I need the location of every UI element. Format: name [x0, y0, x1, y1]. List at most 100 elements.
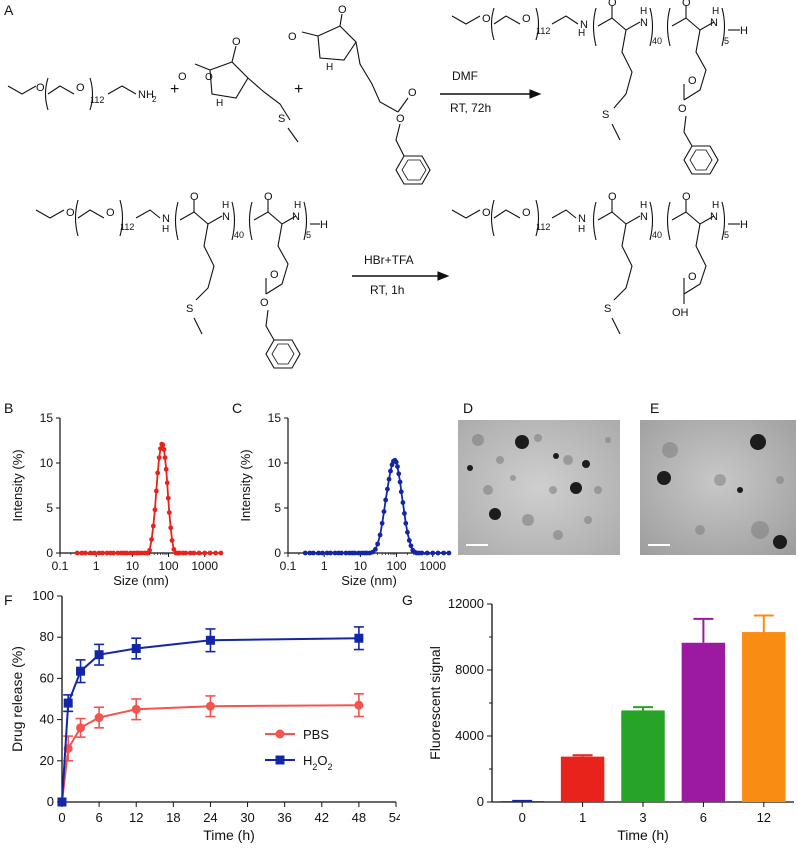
size-distribution-line [305, 459, 449, 554]
data-point [111, 550, 116, 556]
data-point [166, 510, 172, 515]
data-point [92, 550, 97, 556]
data-point [424, 550, 430, 556]
atom-h: H [162, 224, 169, 235]
atom-s: S [186, 303, 193, 315]
data-point [339, 550, 344, 556]
conditions-reagent: HBr+TFA [364, 253, 414, 267]
x-tick-label: 10 [354, 559, 368, 573]
x-tick-label: 42 [315, 810, 329, 825]
panel-letter-c: C [232, 400, 243, 416]
data-point [435, 550, 441, 556]
y-axis-label: Fluorescent signal [427, 646, 443, 760]
atom-n: N [578, 213, 586, 225]
y-tick-label: 10 [268, 456, 282, 470]
legend-label: H2O2 [303, 753, 333, 772]
atom-o: O [678, 103, 687, 115]
x-tick-label: 10 [126, 559, 140, 573]
y-tick-label: 20 [40, 753, 54, 768]
atom-o: O [178, 71, 187, 83]
data-point [393, 459, 399, 465]
data-point [191, 550, 197, 556]
data-point [155, 470, 161, 476]
x-tick-label: 6 [700, 810, 707, 825]
data-point [386, 476, 392, 482]
atom-o: O [682, 0, 691, 9]
data-point [57, 797, 67, 807]
atom-h: H [294, 200, 301, 211]
atom-h: H [740, 219, 748, 231]
data-point [396, 471, 402, 477]
reagent-peg-amine: O O 112 NH 2 [7, 77, 157, 111]
data-point [76, 723, 86, 733]
data-point [395, 464, 400, 469]
data-point [419, 550, 425, 556]
x-tick-label: 0.1 [52, 559, 69, 573]
plus-sign: + [170, 81, 179, 98]
atom-o: O [288, 31, 297, 43]
scale-bar [466, 544, 488, 546]
x-tick-label: 1 [93, 559, 100, 573]
series-line [61, 704, 359, 803]
data-point [164, 480, 170, 486]
data-point [408, 543, 414, 549]
x-tick-label: 24 [203, 810, 217, 825]
x-tick-label: 100 [159, 559, 179, 573]
data-point [332, 550, 338, 556]
atom-nh: H [216, 98, 223, 109]
legend-subscript: 2 [312, 762, 317, 772]
atom-o: O [482, 207, 491, 219]
atom-s: S [278, 113, 285, 125]
atom-n: N [710, 211, 718, 223]
data-point [324, 550, 330, 556]
atom-o: O [396, 113, 405, 125]
atom-n: N [640, 211, 648, 223]
y-axis-label: Drug release (%) [9, 646, 25, 752]
atom-o: O [522, 207, 531, 219]
data-point [213, 550, 219, 556]
met-subscript: 40 [652, 230, 662, 240]
x-axis-label: Size (nm) [113, 573, 169, 588]
data-point [152, 507, 158, 513]
size-distribution-line [77, 442, 221, 554]
data-point [131, 704, 141, 714]
panel-letter-f: F [4, 592, 13, 608]
y-tick-label: 0 [47, 794, 54, 809]
x-tick-label: 36 [277, 810, 291, 825]
legend-text: H [303, 753, 312, 768]
data-point [377, 532, 383, 538]
data-point [183, 550, 189, 556]
conditions-solvent: DMF [452, 69, 478, 83]
data-point [402, 511, 407, 516]
data-point [196, 550, 202, 556]
x-tick-label: 12 [129, 810, 143, 825]
data-point [381, 509, 387, 514]
x-tick-label: 1 [321, 559, 328, 573]
data-point [162, 455, 168, 460]
x-tick-label: 0.1 [280, 559, 297, 573]
x-tick-label: 0 [58, 810, 65, 825]
reaction-scheme: O O 112 NH 2 + O O O H S + O O H O O [7, 0, 748, 369]
atom-nh2: NH [138, 89, 154, 101]
data-point [403, 520, 409, 526]
atom-h: H [712, 6, 719, 17]
tem-image-e [640, 420, 796, 555]
tem-image-d [458, 420, 620, 555]
glu-subscript: 5 [306, 230, 311, 240]
data-point [96, 550, 102, 556]
atom-o: O [338, 4, 347, 16]
data-point [88, 550, 93, 556]
data-point [398, 489, 404, 495]
atom-oh: OH [672, 307, 689, 319]
data-point [150, 523, 156, 529]
conditions-time: RT, 72h [450, 101, 491, 115]
fluorescence-bar-chart: 0 4000 8000 12000 Time (h) Fluorescent signal… [427, 596, 794, 843]
y-axis-label: Intensity (%) [238, 449, 253, 521]
data-point [446, 550, 452, 556]
panel-letter-d: D [463, 400, 474, 416]
atom-nh: H [326, 62, 333, 73]
x-tick-label: 12 [757, 810, 771, 825]
data-point [156, 455, 162, 460]
data-point [104, 550, 110, 556]
y-tick-label: 4000 [455, 728, 484, 743]
